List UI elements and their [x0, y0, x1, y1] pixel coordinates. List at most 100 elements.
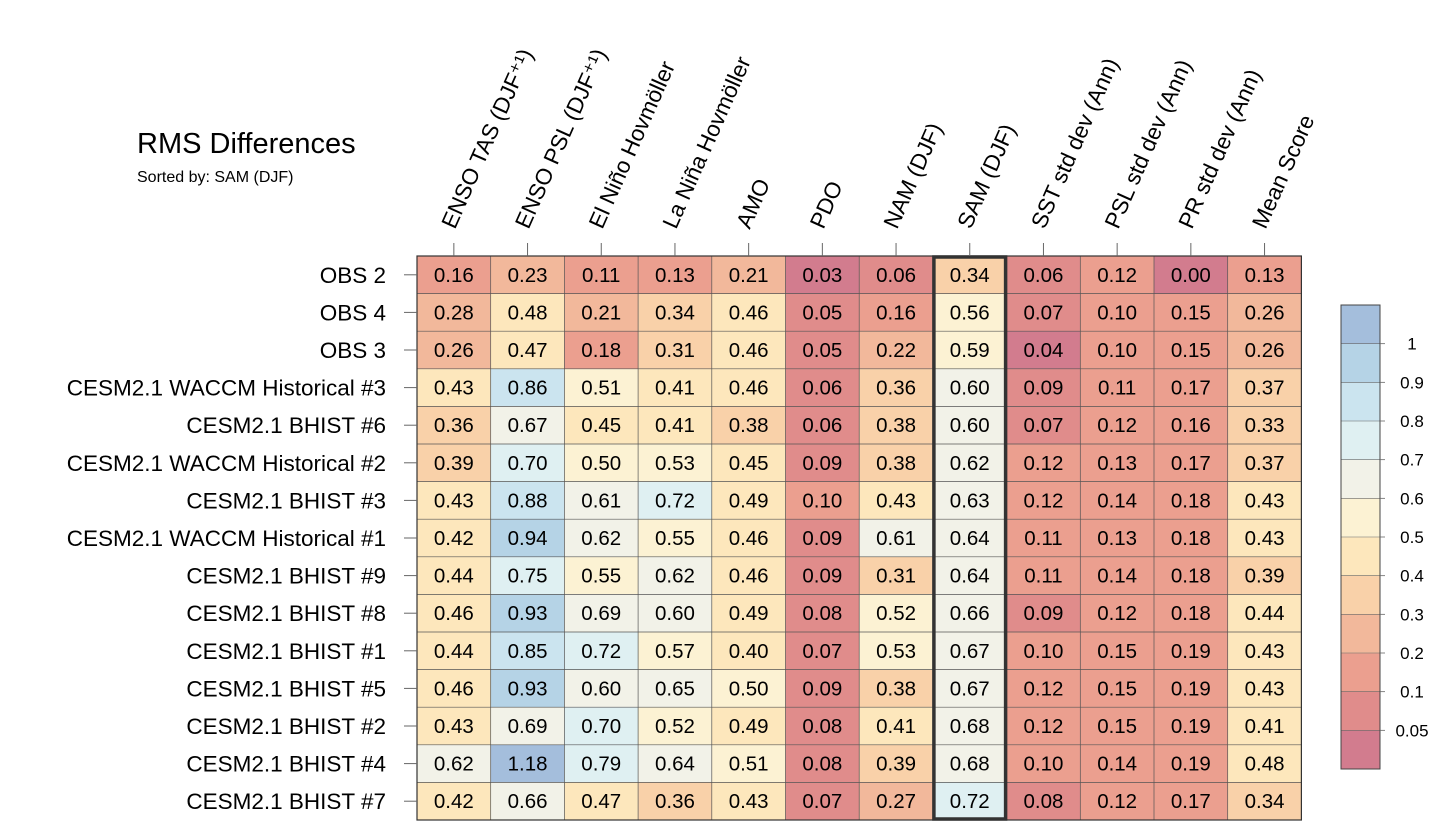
cell-cesm2-1-bhist-8-psl-std-dev-ann [1080, 594, 1155, 633]
cell-value: 0.04 [1023, 339, 1063, 362]
cell-cesm2-1-bhist-7-enso-tas-djf [417, 782, 491, 821]
cell-cesm2-1-bhist-9-pdo [785, 556, 860, 595]
cell-cesm2-1-waccm-historical-3-el-ni-o-hovm-ller [564, 368, 639, 407]
cell-value: 0.48 [1245, 753, 1285, 776]
cell-value: 0.13 [1245, 264, 1285, 287]
cell-cesm2-1-waccm-historical-1-el-ni-o-hovm-ller [564, 519, 639, 558]
cell-value: 0.55 [581, 565, 621, 588]
cell-value: 0.46 [434, 602, 474, 625]
cell-cesm2-1-waccm-historical-3-psl-std-dev-ann [1080, 368, 1155, 407]
cell-obs-4-psl-std-dev-ann [1080, 293, 1155, 332]
cell-cesm2-1-bhist-3-enso-psl-djf [490, 481, 565, 520]
cell-cesm2-1-bhist-1-pdo [785, 632, 860, 670]
cell-cesm2-1-bhist-6-psl-std-dev-ann [1080, 406, 1155, 445]
cell-cesm2-1-waccm-historical-2-mean-score [1227, 444, 1302, 482]
cell-value: 0.46 [434, 677, 474, 700]
cell-cesm2-1-bhist-4-sam-djf [932, 744, 1007, 783]
cell-value: 0.41 [655, 414, 695, 437]
sorted-column-highlight [932, 255, 1008, 821]
cell-cesm2-1-bhist-7-pr-std-dev-ann [1154, 782, 1228, 821]
cell-obs-3-enso-psl-djf [490, 331, 565, 370]
cell-value: 0.05 [802, 339, 842, 362]
cell-value: 0.10 [1023, 640, 1063, 663]
cell-value: 0.67 [508, 414, 548, 437]
cell-value: 0.52 [655, 715, 695, 738]
cell-cesm2-1-bhist-2-psl-std-dev-ann [1080, 707, 1155, 746]
cell-obs-2-psl-std-dev-ann [1080, 256, 1155, 294]
cell-cesm2-1-bhist-9-pr-std-dev-ann [1154, 556, 1228, 595]
cell-cesm2-1-bhist-8-enso-psl-djf [490, 594, 565, 633]
cell-value: 0.67 [950, 677, 990, 700]
cell-value: 0.38 [876, 452, 916, 475]
cell-obs-4-mean-score [1227, 293, 1302, 332]
cell-cesm2-1-bhist-2-mean-score [1227, 707, 1302, 746]
colorbar-bin [1341, 421, 1380, 460]
column-label: PDO [805, 177, 848, 232]
colorbar-bin [1341, 498, 1380, 538]
cell-value: 0.39 [434, 452, 474, 475]
cell-cesm2-1-bhist-1-amo [711, 632, 786, 670]
cell-obs-4-enso-psl-djf [490, 293, 565, 332]
cell-cesm2-1-bhist-3-pr-std-dev-ann [1154, 481, 1228, 520]
cell-obs-2-enso-psl-djf [490, 256, 565, 294]
cell-value: 0.41 [655, 377, 695, 400]
cell-obs-4-amo [711, 293, 786, 332]
cell-value: 0.19 [1171, 753, 1211, 776]
cell-cesm2-1-bhist-2-enso-psl-djf [490, 707, 565, 746]
cell-value: 0.45 [581, 414, 621, 437]
cell-value: 0.08 [802, 753, 842, 776]
column-label: Mean Score [1247, 111, 1319, 232]
cell-cesm2-1-bhist-2-enso-tas-djf [417, 707, 491, 746]
cell-value: 0.47 [581, 790, 621, 813]
row-label: CESM2.1 WACCM Historical #2 [67, 451, 386, 476]
cell-value: 0.12 [1097, 264, 1137, 287]
cell-value: 0.34 [1245, 790, 1285, 813]
cell-value: 0.43 [1245, 640, 1285, 663]
cell-value: 0.43 [729, 790, 769, 813]
cell-value: 0.19 [1171, 640, 1211, 663]
cell-value: 0.10 [802, 489, 842, 512]
row-label: CESM2.1 BHIST #4 [186, 752, 386, 777]
cell-value: 0.53 [655, 452, 695, 475]
cell-obs-4-sst-std-dev-ann [1006, 293, 1081, 332]
cell-cesm2-1-bhist-7-enso-psl-djf [490, 782, 565, 821]
cell-obs-3-el-ni-o-hovm-ller [564, 331, 639, 370]
cell-cesm2-1-bhist-5-enso-tas-djf [417, 669, 491, 708]
cell-cesm2-1-bhist-5-sam-djf [932, 669, 1007, 708]
cell-value: 0.19 [1171, 677, 1211, 700]
row-labels: OBS 2 OBS 4 OBS 3 CESM2.1 WACCM Historical … [67, 263, 417, 814]
cell-value: 0.44 [434, 640, 474, 663]
cell-value: 0.43 [434, 377, 474, 400]
cell-value: 0.15 [1171, 301, 1211, 324]
cell-value: 0.11 [1098, 377, 1136, 400]
cell-value: 0.50 [729, 677, 769, 700]
cell-cesm2-1-bhist-6-pr-std-dev-ann [1154, 406, 1228, 445]
cell-cesm2-1-bhist-1-sam-djf [932, 632, 1007, 670]
cell-cesm2-1-bhist-6-enso-psl-djf [490, 406, 565, 445]
cell-value: 0.49 [729, 489, 769, 512]
cell-value: 0.31 [655, 339, 695, 362]
cell-cesm2-1-waccm-historical-2-pr-std-dev-ann [1154, 444, 1228, 482]
cell-value: 0.06 [802, 377, 842, 400]
cell-cesm2-1-waccm-historical-2-sam-djf [932, 444, 1007, 482]
cell-value: 0.42 [434, 790, 474, 813]
cell-cesm2-1-bhist-9-sst-std-dev-ann [1006, 556, 1081, 595]
cell-cesm2-1-bhist-4-psl-std-dev-ann [1080, 744, 1155, 783]
colorbar-bin [1341, 730, 1380, 770]
cell-obs-3-nam-djf [859, 331, 934, 370]
row-label: CESM2.1 BHIST #6 [186, 413, 386, 438]
cell-cesm2-1-waccm-historical-3-pdo [785, 368, 860, 407]
cell-value: 0.67 [950, 640, 990, 663]
row-label: CESM2.1 BHIST #2 [186, 714, 386, 739]
cell-value: 0.43 [434, 489, 474, 512]
cell-cesm2-1-waccm-historical-2-psl-std-dev-ann [1080, 444, 1155, 482]
cell-value: 0.38 [876, 677, 916, 700]
cell-value: 0.70 [508, 452, 548, 475]
cell-cesm2-1-bhist-3-sam-djf [932, 481, 1007, 520]
cell-value: 0.12 [1023, 452, 1063, 475]
cell-obs-3-la-ni-a-hovm-ller [638, 331, 713, 370]
cell-cesm2-1-bhist-8-enso-tas-djf [417, 594, 491, 633]
cell-value: 0.12 [1097, 602, 1137, 625]
cell-value: 0.66 [950, 602, 990, 625]
